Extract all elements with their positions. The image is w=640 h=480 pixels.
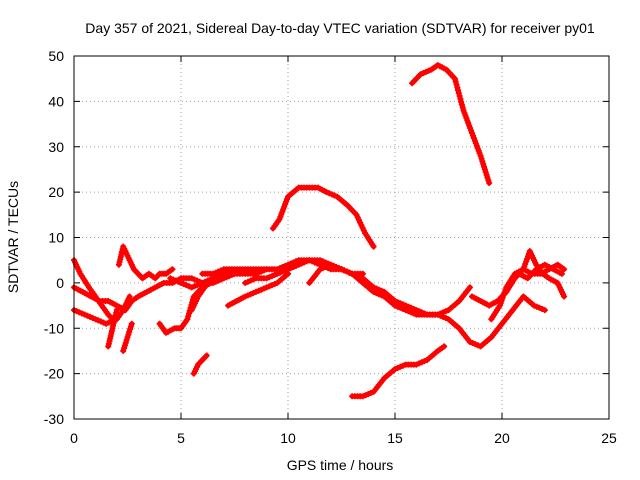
data-point: [128, 320, 135, 327]
y-tick-label: 30: [48, 139, 64, 155]
data-point: [203, 352, 210, 359]
series-arc-13: [242, 257, 473, 318]
series-arc-6: [120, 320, 135, 354]
data-point: [561, 293, 568, 300]
x-tick-label: 10: [280, 430, 296, 446]
series-arc-19: [488, 248, 568, 323]
data-point: [466, 284, 473, 291]
data-point: [126, 293, 133, 300]
series-layer: [71, 62, 568, 400]
y-tick-label: -30: [44, 411, 64, 427]
data-point: [441, 343, 448, 350]
x-tick-label: 5: [177, 430, 185, 446]
data-point: [370, 243, 377, 250]
ticks: 0 5 10 15 20 25 -30 -20 -10 0 10 20 30 40 50: [44, 48, 617, 446]
x-tick-label: 0: [70, 430, 78, 446]
series-arc-5: [115, 243, 176, 282]
data-point: [486, 180, 493, 186]
series-arc-20: [516, 261, 565, 282]
series-arc-15: [306, 261, 548, 350]
series-arc-16: [349, 343, 448, 400]
data-point: [458, 101, 465, 108]
data-point: [455, 90, 462, 97]
data-point: [541, 307, 548, 314]
y-tick-label: -20: [44, 366, 64, 382]
x-axis-label: GPS time / hours: [287, 457, 394, 473]
y-axis-label: SDTVAR / TECUs: [5, 181, 21, 293]
x-tick-label: 15: [387, 430, 403, 446]
series-arc-17: [409, 62, 493, 186]
y-tick-label: -10: [44, 320, 64, 336]
series-arc-11: [199, 266, 270, 277]
series-arc-10: [190, 352, 210, 377]
series-path: [349, 343, 447, 399]
data-point: [451, 75, 458, 82]
y-tick-label: 40: [48, 93, 64, 109]
data-point: [558, 270, 565, 277]
y-tick-label: 10: [48, 230, 64, 246]
data-point: [561, 266, 568, 273]
data-point: [169, 266, 176, 273]
y-tick-label: 50: [48, 48, 64, 64]
series-path: [409, 62, 492, 186]
series-arc-12: [225, 270, 291, 309]
chart-title: Day 357 of 2021, Sidereal Day-to-day VTE…: [85, 20, 595, 36]
series-arc-4: [105, 307, 120, 350]
data-point: [113, 307, 120, 314]
series-arc-3: [71, 293, 133, 327]
series-arc-14: [270, 184, 377, 250]
series-arc-9: [188, 275, 217, 314]
x-tick-label: 25: [601, 430, 617, 446]
grid: [74, 56, 609, 419]
data-point: [263, 266, 270, 273]
x-tick-label: 20: [494, 430, 510, 446]
y-tick-label: 0: [56, 275, 64, 291]
y-tick-label: 20: [48, 184, 64, 200]
series-path: [306, 262, 548, 349]
